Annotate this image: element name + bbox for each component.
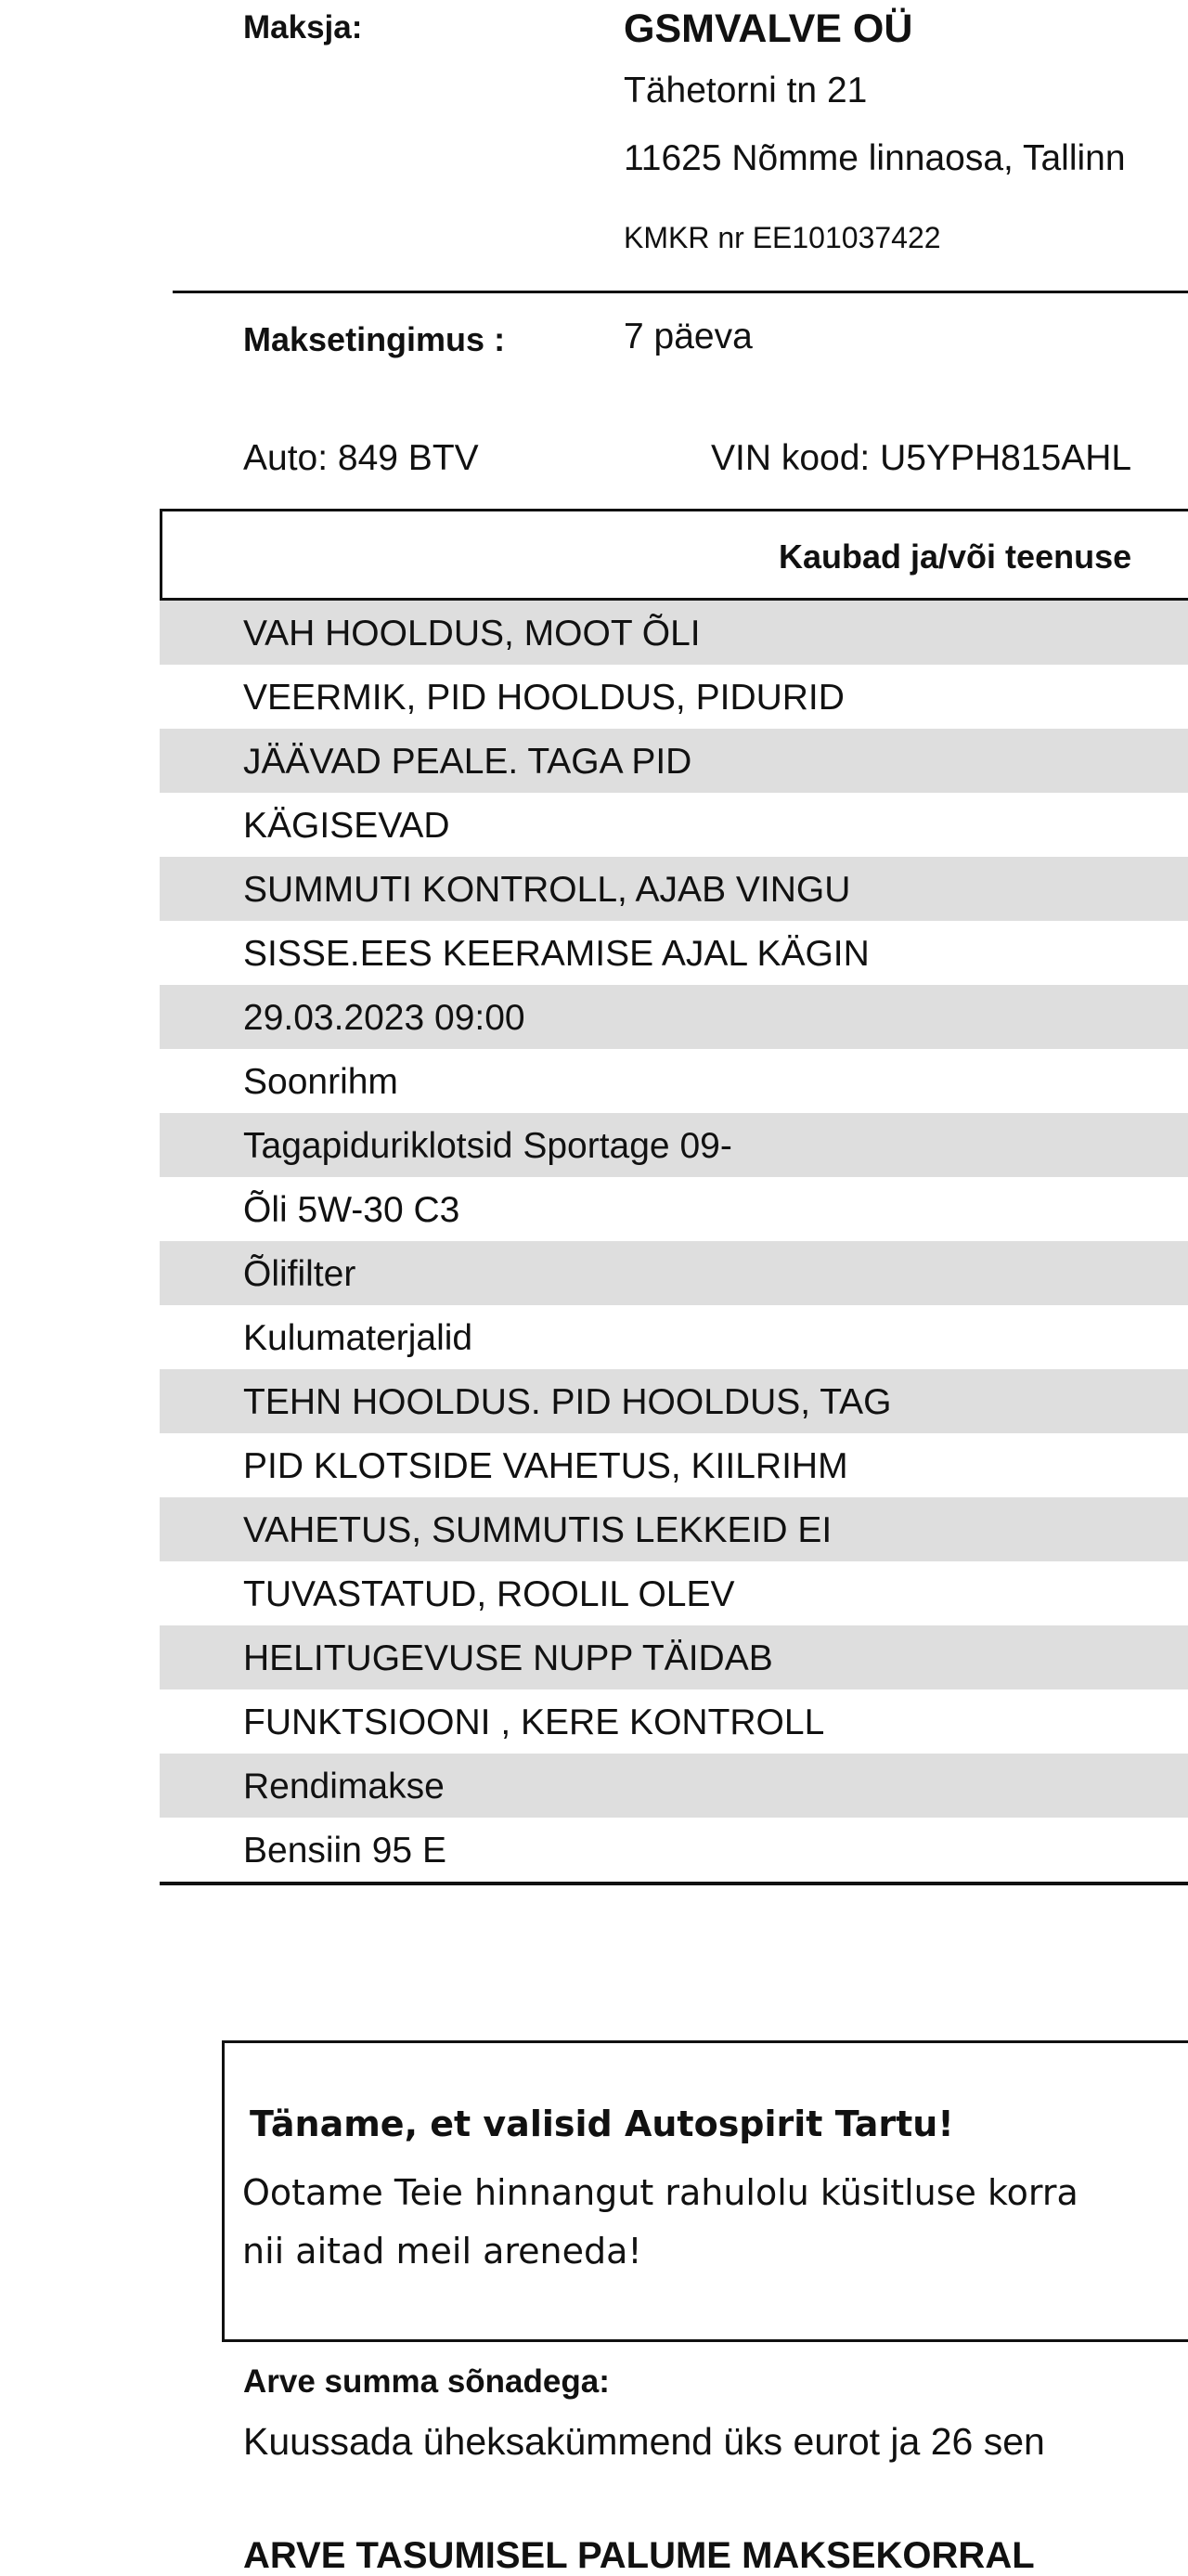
- payer-vat: KMKR nr EE101037422: [624, 221, 941, 254]
- table-row: SISSE.EES KEERAMISE AJAL KÄGIN: [160, 921, 1188, 985]
- thanks-box: Täname, et valisid Autospirit Tartu! Oot…: [222, 2040, 1188, 2342]
- row-text: Kulumaterjalid: [243, 1318, 473, 1358]
- table-row: HELITUGEVUSE NUPP TÄIDAB: [160, 1625, 1188, 1689]
- note-text: Ootame Teie hinnangut rahulolu küsitluse…: [242, 2172, 1078, 2213]
- table-row: 29.03.2023 09:00: [160, 985, 1188, 1049]
- header-text: Kaubad ja/või teenuse: [779, 537, 1132, 576]
- table-row: KÄGISEVAD: [160, 793, 1188, 857]
- row-text: VAHETUS, SUMMUTIS LEKKEID EI: [243, 1510, 833, 1550]
- row-text: Õli 5W-30 C3: [243, 1190, 460, 1230]
- row-text: JÄÄVAD PEALE. TAGA PID: [243, 742, 692, 782]
- footer-text: ARVE TASUMISEL PALUME MAKSEKORRAL: [243, 2535, 1035, 2576]
- table-header: Kaubad ja/või teenuse: [160, 509, 1188, 601]
- table-bottom: [160, 1882, 1188, 1885]
- table-row: SUMMUTI KONTROLL, AJAB VINGU: [160, 857, 1188, 921]
- row-text: FUNKTSIOONI , KERE KONTROLL: [243, 1702, 825, 1742]
- payer-label: Maksja:: [243, 9, 363, 45]
- note-text: nii aitad meil areneda!: [242, 2231, 642, 2272]
- table-row: Soonrihm: [160, 1049, 1188, 1113]
- row-text: Bensiin 95 E: [243, 1831, 446, 1871]
- row-text: 29.03.2023 09:00: [243, 998, 525, 1038]
- terms-label: Maksetingimus :: [243, 320, 506, 358]
- car: Auto: 849 BTV: [243, 438, 479, 478]
- row-text: SISSE.EES KEERAMISE AJAL KÄGIN: [243, 934, 870, 974]
- row-text: VEERMIK, PID HOOLDUS, PIDURID: [243, 678, 845, 718]
- payer-address: Tähetorni tn 21: [624, 71, 868, 110]
- payer-name: GSMVALVE OÜ: [624, 6, 913, 51]
- table-row: Bensiin 95 E: [160, 1818, 1188, 1882]
- terms-value: 7 päeva: [624, 317, 753, 356]
- table-row: JÄÄVAD PEALE. TAGA PID: [160, 729, 1188, 793]
- row-text: Rendimakse: [243, 1767, 445, 1806]
- vin: VIN kood: U5YPH815AHL: [711, 438, 1132, 478]
- note-title: Täname, et valisid Autospirit Tartu!: [250, 2104, 954, 2144]
- table-row: VEERMIK, PID HOOLDUS, PIDURID: [160, 665, 1188, 729]
- row-text: TUVASTATUD, ROOLIL OLEV: [243, 1574, 735, 1614]
- row-text: PID KLOTSIDE VAHETUS, KIILRIHM: [243, 1446, 848, 1486]
- row-text: Tagapiduriklotsid Sportage 09-: [243, 1126, 732, 1166]
- payer-address: 11625 Nõmme linnaosa, Tallinn: [624, 138, 1126, 178]
- table-row: Õlifilter: [160, 1241, 1188, 1305]
- table-row: TEHN HOOLDUS. PID HOOLDUS, TAG: [160, 1369, 1188, 1433]
- row-text: HELITUGEVUSE NUPP TÄIDAB: [243, 1638, 773, 1678]
- amount-text: Kuussada üheksakümmend üks eurot ja 26 s…: [243, 2420, 1045, 2463]
- row-text: VAH HOOLDUS, MOOT ÕLI: [243, 614, 701, 654]
- items-table: Kaubad ja/või teenuse VAH HOOLDUS, MOOT …: [160, 509, 1188, 1885]
- table-row: VAH HOOLDUS, MOOT ÕLI: [160, 601, 1188, 665]
- divider: [173, 291, 1188, 293]
- table-row: Rendimakse: [160, 1754, 1188, 1818]
- row-text: TEHN HOOLDUS. PID HOOLDUS, TAG: [243, 1382, 892, 1422]
- table-row: TUVASTATUD, ROOLIL OLEV: [160, 1561, 1188, 1625]
- row-text: Õlifilter: [243, 1254, 356, 1294]
- table-row: VAHETUS, SUMMUTIS LEKKEID EI: [160, 1497, 1188, 1561]
- amount-label: Arve summa sõnadega:: [243, 2363, 610, 2400]
- row-text: SUMMUTI KONTROLL, AJAB VINGU: [243, 870, 851, 910]
- row-text: Soonrihm: [243, 1062, 398, 1102]
- row-text: KÄGISEVAD: [243, 806, 450, 846]
- table-row: Kulumaterjalid: [160, 1305, 1188, 1369]
- table-row: FUNKTSIOONI , KERE KONTROLL: [160, 1689, 1188, 1754]
- table-row: Õli 5W-30 C3: [160, 1177, 1188, 1241]
- table-row: PID KLOTSIDE VAHETUS, KIILRIHM: [160, 1433, 1188, 1497]
- table-row: Tagapiduriklotsid Sportage 09-: [160, 1113, 1188, 1177]
